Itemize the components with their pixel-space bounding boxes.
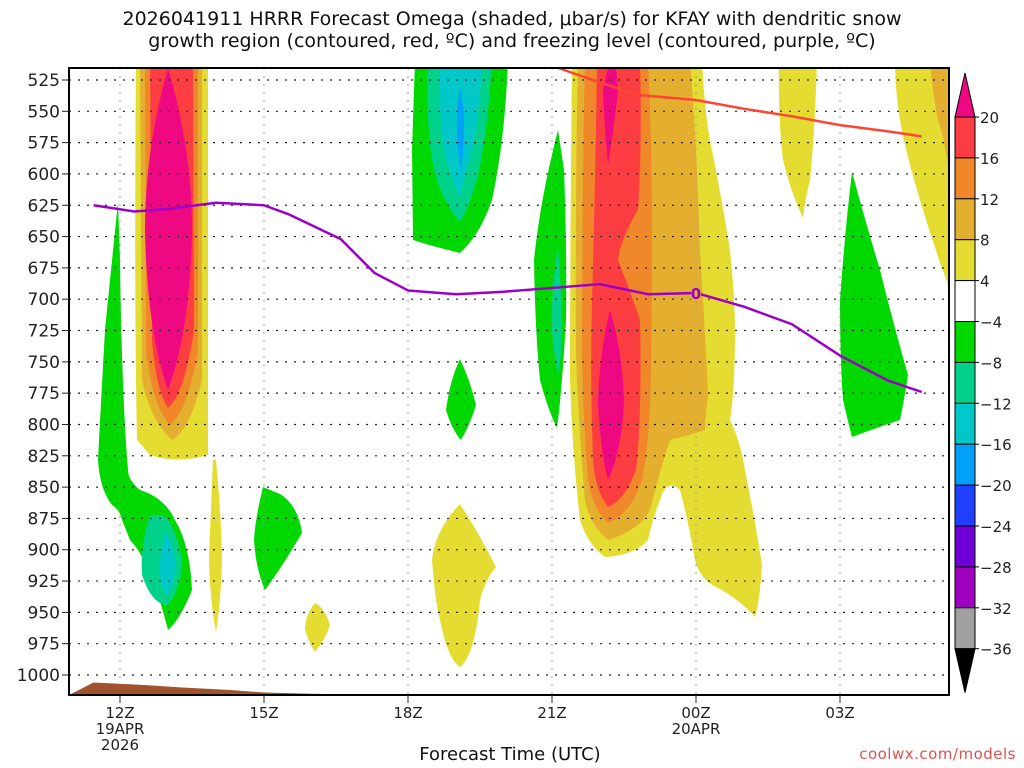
y-tick-label: 650 xyxy=(28,228,60,248)
colorbar-label: −8 xyxy=(980,354,1002,372)
colorbar-bin xyxy=(954,525,976,568)
freezing-level-label: 0 xyxy=(691,285,701,303)
credit-link[interactable]: coolwx.com/models xyxy=(859,745,1016,763)
x-tick-label: 15Z xyxy=(249,704,278,722)
colorbar-label: −28 xyxy=(980,559,1012,577)
y-tick-label: 825 xyxy=(28,447,60,467)
y-tick-label: 925 xyxy=(28,572,60,592)
colorbar-bin xyxy=(954,198,976,241)
terrain xyxy=(69,682,949,695)
x-tick-label: 20APR xyxy=(672,720,721,738)
y-tick-label: 850 xyxy=(28,478,60,498)
omega-core-22z-upper xyxy=(603,68,618,165)
x-tick-label: 03Z xyxy=(825,704,854,722)
y-tick-label: 625 xyxy=(28,196,60,216)
colorbar-label: −20 xyxy=(980,477,1012,495)
omega-sinking-19z-b4 xyxy=(456,88,464,172)
colorbar-bin xyxy=(954,157,976,200)
colorbar-label: −32 xyxy=(980,600,1012,618)
omega-core-above-20 xyxy=(145,68,192,390)
contour-label-bg xyxy=(691,284,701,301)
y-tick-label: 700 xyxy=(28,290,60,310)
y-tick-label: 975 xyxy=(28,635,60,655)
omega-sinking-12z-b3 xyxy=(159,533,176,595)
colorbar-label: −16 xyxy=(980,436,1012,454)
omega-rising-19z-low xyxy=(432,504,496,667)
colorbar-bin xyxy=(954,321,976,363)
colorbar-bin xyxy=(954,280,976,323)
contour-lines: 0 xyxy=(93,68,922,394)
omega-shading xyxy=(98,68,949,667)
colorbar-bin xyxy=(954,607,976,650)
colorbar-arrow-bottom xyxy=(954,648,976,693)
terrain-area xyxy=(69,682,949,695)
x-tick-label: 19APR xyxy=(96,720,145,738)
colorbar-label: −24 xyxy=(980,518,1012,536)
x-tick-label: 2026 xyxy=(101,736,139,754)
omega-rising-04z xyxy=(895,68,949,288)
colorbar-bin xyxy=(954,116,976,159)
omega-rising-16z xyxy=(305,603,330,652)
colorbar-label: −4 xyxy=(980,314,1002,332)
omega-sliver-14z xyxy=(209,460,222,632)
y-tick-label: 550 xyxy=(28,102,60,122)
colorbar-label: 20 xyxy=(980,109,999,127)
colorbar-bin xyxy=(954,566,976,609)
colorbar-bin xyxy=(954,402,976,445)
colorbar-label: 12 xyxy=(980,191,999,209)
colorbar-bin xyxy=(954,443,976,486)
omega-sinking-21z-b2 xyxy=(551,245,562,375)
omega-sinking-21z xyxy=(534,130,567,428)
y-axis: 525 550 575 600 625 650 675 700 725 750 775 800 825 8… xyxy=(17,71,69,686)
y-tick-label: 675 xyxy=(28,259,60,279)
y-tick-label: 725 xyxy=(28,322,60,342)
omega-sinking-19z-mid xyxy=(446,359,476,440)
omega-sinking-03z xyxy=(840,172,908,437)
y-tick-label: 600 xyxy=(28,165,60,185)
y-tick-label: 525 xyxy=(28,71,60,91)
grid-lines xyxy=(69,68,949,695)
colorbar-label: 4 xyxy=(980,273,990,291)
snow-growth-contour xyxy=(556,68,922,138)
y-tick-label: 750 xyxy=(28,353,60,373)
colorbar-label: 16 xyxy=(980,150,999,168)
chart-title: 2026041911 HRRR Forecast Omega (shaded, … xyxy=(0,8,1024,52)
colorbar-label: 8 xyxy=(980,232,990,250)
colorbar-label: −36 xyxy=(980,641,1012,659)
y-tick-label: 900 xyxy=(28,541,60,561)
y-tick-label: 775 xyxy=(28,384,60,404)
colorbar-bin xyxy=(954,239,976,282)
colorbar-label: −12 xyxy=(980,395,1012,413)
omega-rising-01z-upper xyxy=(778,68,817,218)
omega-core-22z-lower xyxy=(598,310,624,480)
omega-sinking-15z xyxy=(254,487,302,590)
title-line-2: growth region (contoured, red, ºC) and f… xyxy=(148,30,876,52)
y-tick-label: 1000 xyxy=(17,666,60,686)
colorbar-bin xyxy=(954,361,976,404)
y-tick-label: 800 xyxy=(28,415,60,435)
y-tick-label: 950 xyxy=(28,603,60,623)
x-tick-label: 00Z xyxy=(681,704,710,722)
freezing-level-contour xyxy=(93,201,922,394)
colorbar-bin xyxy=(954,484,976,527)
y-tick-label: 575 xyxy=(28,134,60,154)
x-tick-label: 12Z xyxy=(105,704,134,722)
plot-frame xyxy=(68,67,950,696)
y-tick-label: 875 xyxy=(28,509,60,529)
x-tick-label: 21Z xyxy=(537,704,566,722)
colorbar-arrow-top xyxy=(954,72,976,118)
x-axis-label: Forecast Time (UTC) xyxy=(419,744,601,765)
colorbar: 20 16 12 8 4 −4 −8 −12 −16 −20 −24 −28 −32 −36 xyxy=(954,72,1012,693)
omega-rising-04z-b2 xyxy=(930,68,949,173)
x-tick-label: 18Z xyxy=(393,704,422,722)
title-line-1: 2026041911 HRRR Forecast Omega (shaded, … xyxy=(122,8,902,30)
